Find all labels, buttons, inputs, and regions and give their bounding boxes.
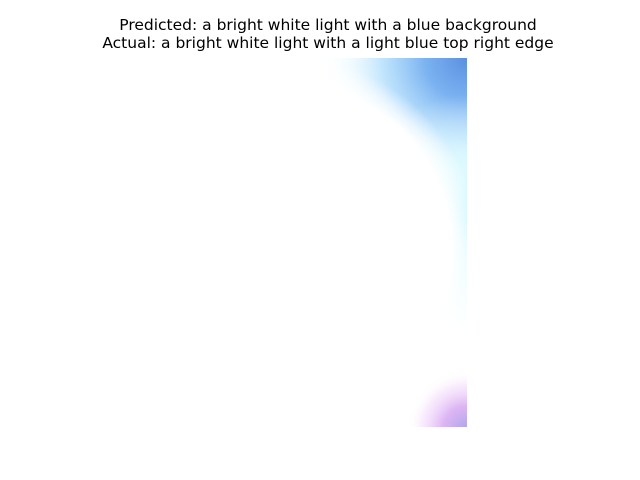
bright-light-photo xyxy=(160,58,467,427)
photo-image xyxy=(160,58,467,427)
predicted-caption: Predicted: a bright white light with a b… xyxy=(119,16,537,34)
white-light-core xyxy=(160,58,467,427)
figure-title: Predicted: a bright white light with a b… xyxy=(0,16,640,52)
actual-caption: Actual: a bright white light with a ligh… xyxy=(102,33,554,52)
